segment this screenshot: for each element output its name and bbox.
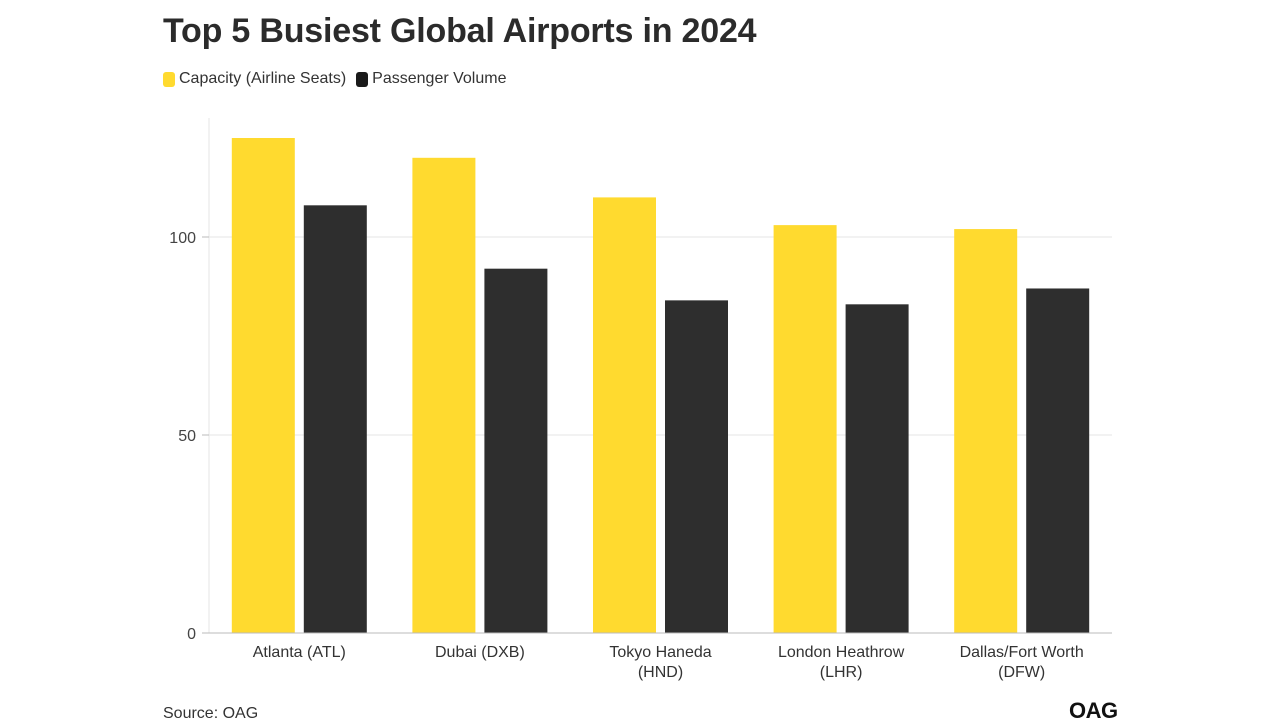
bar-capacity	[954, 229, 1018, 633]
chart-legend: Capacity (Airline Seats) Passenger Volum…	[163, 70, 516, 88]
x-tick-label: London Heathrow	[778, 644, 905, 661]
legend-item-capacity: Capacity (Airline Seats)	[163, 70, 346, 88]
x-tick-label: Dubai (DXB)	[435, 644, 525, 661]
y-tick-label: 50	[178, 428, 196, 445]
x-tick-label: (DFW)	[998, 664, 1045, 681]
y-tick-label: 100	[169, 230, 196, 247]
legend-swatch-passengers	[356, 71, 369, 87]
bar-passengers	[845, 304, 909, 633]
bar-capacity	[773, 225, 837, 633]
oag-logo: OAG	[1069, 698, 1118, 723]
bar-passengers	[665, 300, 728, 633]
x-tick-label: Tokyo Haneda	[609, 644, 711, 661]
bar-passengers	[303, 205, 367, 633]
x-tick-label: (LHR)	[820, 664, 863, 681]
x-tick-label: Atlanta (ATL)	[253, 644, 346, 661]
bar-capacity	[412, 157, 476, 634]
legend-label-passengers: Passenger Volume	[372, 70, 507, 87]
bar-capacity	[593, 197, 656, 633]
y-tick-label: 0	[187, 626, 196, 643]
legend-label-capacity: Capacity (Airline Seats)	[179, 70, 347, 87]
bar-capacity	[231, 138, 295, 633]
x-tick-label: (HND)	[638, 664, 683, 681]
legend-swatch-capacity	[163, 71, 175, 87]
chart-title: Top 5 Busiest Global Airports in 2024	[163, 12, 757, 50]
bar-passengers	[1026, 288, 1090, 633]
bar-passengers	[484, 268, 548, 633]
x-tick-label: Dallas/Fort Worth	[960, 644, 1084, 661]
source-note: Source: OAG	[163, 705, 259, 722]
legend-item-passengers: Passenger Volume	[356, 70, 506, 88]
